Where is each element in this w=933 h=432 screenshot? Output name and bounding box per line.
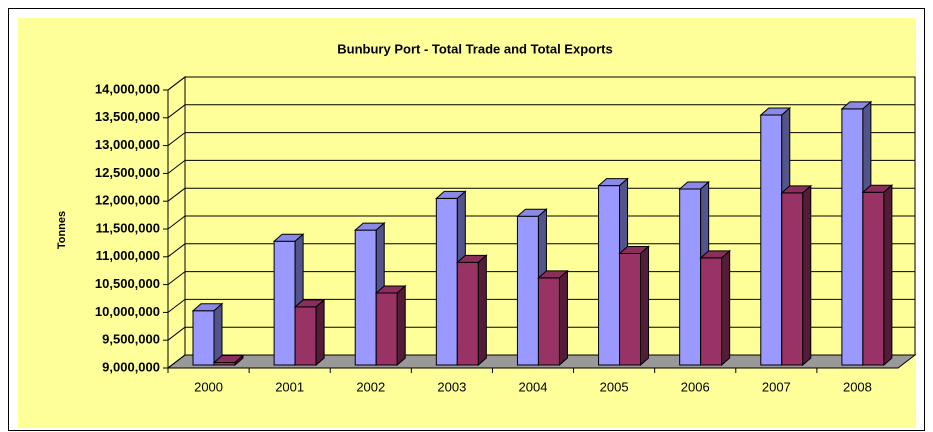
grid-line-side xyxy=(167,215,186,230)
grid-line-side xyxy=(167,243,186,258)
y-tick-label: 9,500,000 xyxy=(102,332,160,347)
y-tick-label: 9,000,000 xyxy=(102,359,160,374)
y-tick-label: 12,500,000 xyxy=(95,165,160,180)
bar-side xyxy=(213,302,223,367)
bar-side xyxy=(477,254,487,367)
bar-side xyxy=(802,184,812,367)
bar-front xyxy=(700,257,723,366)
bar-front xyxy=(862,191,885,366)
x-tick-label: 2001 xyxy=(275,379,304,394)
y-tick-label: 13,500,000 xyxy=(95,109,160,124)
bar-front xyxy=(841,108,864,366)
bar-front xyxy=(435,197,458,366)
bar-side xyxy=(640,245,650,367)
bar xyxy=(374,284,407,367)
bar-front xyxy=(537,277,560,366)
bar-side xyxy=(396,284,406,367)
bar-front xyxy=(294,306,317,366)
x-tick-label: 2006 xyxy=(681,379,710,394)
grid-line-side xyxy=(167,354,186,369)
bar xyxy=(293,298,326,367)
y-tick-label: 10,000,000 xyxy=(95,304,160,319)
bar xyxy=(618,245,650,367)
bar xyxy=(456,254,488,367)
bar-front xyxy=(354,229,377,366)
y-tick-label: 11,500,000 xyxy=(96,220,160,235)
x-tick-label: 2007 xyxy=(762,379,791,394)
bar xyxy=(212,354,245,367)
grid-line-side xyxy=(167,132,186,146)
bar-side xyxy=(234,354,244,367)
grid-line-side xyxy=(167,271,186,285)
y-tick-label: 10,500,000 xyxy=(95,276,160,291)
bar xyxy=(699,249,731,367)
bar-front xyxy=(781,192,804,366)
bar-front xyxy=(456,261,479,366)
bar-front xyxy=(598,185,621,366)
y-tick-label: 12,000,000 xyxy=(95,193,160,208)
bar-front xyxy=(760,114,783,366)
x-tick-label: 2008 xyxy=(843,379,872,394)
bar-front xyxy=(679,188,702,366)
x-tick-label: 2003 xyxy=(437,379,466,394)
bar-front xyxy=(273,240,296,366)
grid-line-side xyxy=(167,299,186,313)
chart-title: Bunbury Port - Total Trade and Total Exp… xyxy=(337,41,612,56)
bar xyxy=(861,184,894,367)
x-tick-label: 2005 xyxy=(600,379,629,394)
grid-line-side xyxy=(167,76,186,91)
bar xyxy=(780,184,813,367)
x-tick-label: 2002 xyxy=(356,379,385,394)
bar xyxy=(191,302,224,367)
grid-line-side xyxy=(167,104,186,119)
y-tick-label: 11,000,000 xyxy=(96,248,160,263)
bar-front xyxy=(192,310,215,366)
y-tick-label: 13,000,000 xyxy=(95,137,160,152)
x-tick-label: 2000 xyxy=(194,379,223,394)
bar-side xyxy=(883,184,893,367)
y-axis-label: Tonnes xyxy=(56,211,68,249)
x-tick-label: 2004 xyxy=(519,379,548,394)
bar-side xyxy=(558,269,568,367)
grid-line-side xyxy=(167,326,186,341)
bar-side xyxy=(315,298,325,367)
bar xyxy=(537,269,569,367)
bar-side xyxy=(721,249,731,367)
grid-line-side xyxy=(167,187,186,202)
bar-front xyxy=(516,215,539,366)
bar-front xyxy=(619,252,642,366)
grid-line-side xyxy=(167,160,186,174)
y-tick-label: 14,000,000 xyxy=(95,81,160,96)
bar-front xyxy=(375,292,398,366)
